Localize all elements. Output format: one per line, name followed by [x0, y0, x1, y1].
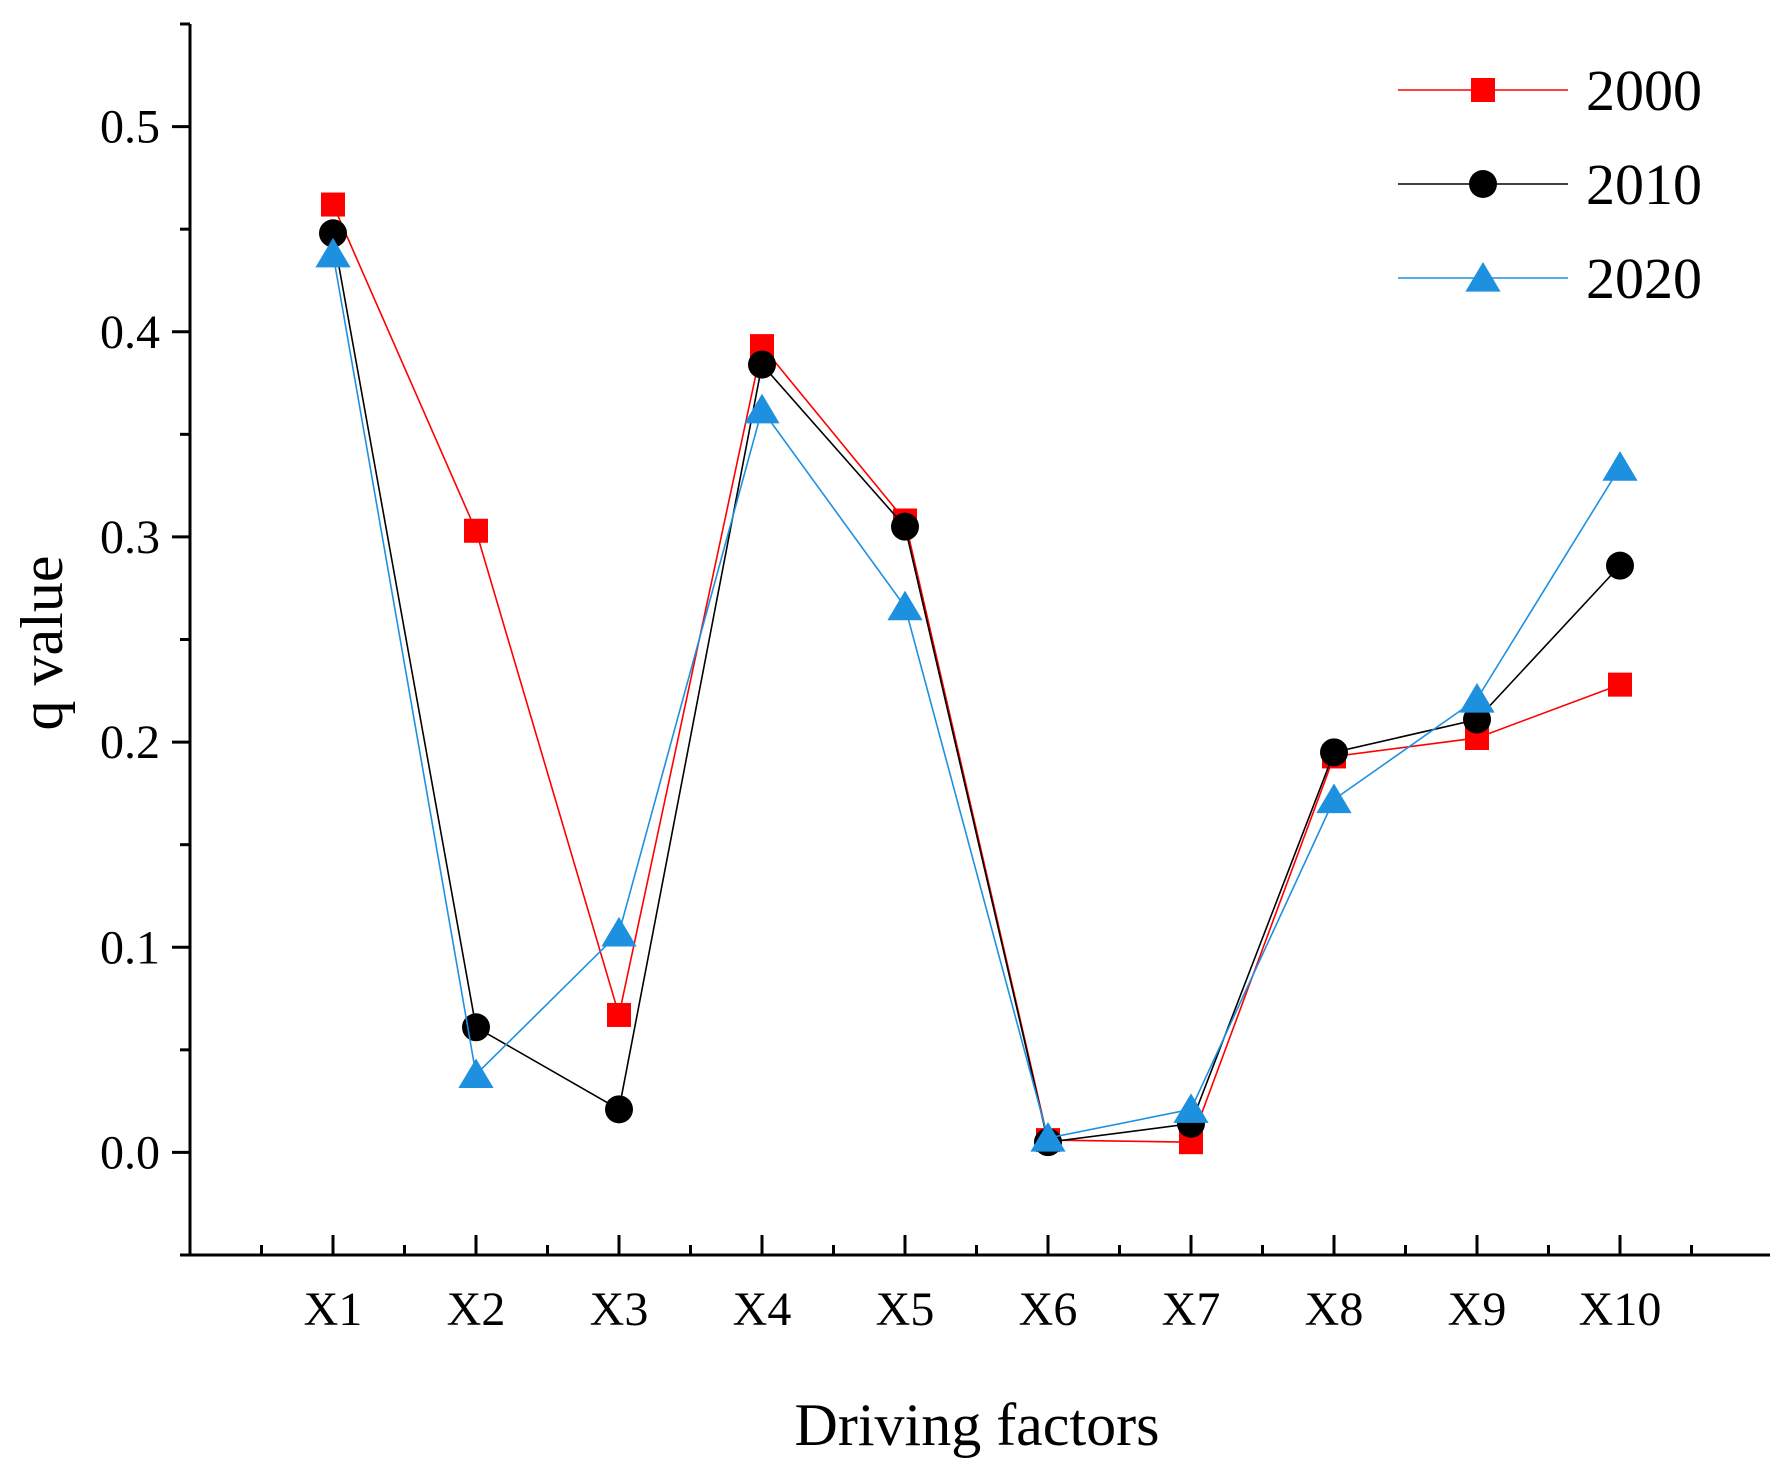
x-tick-label: X5	[876, 1283, 935, 1336]
point-circle	[1320, 738, 1348, 767]
y-tick-label: 0.3	[100, 511, 160, 564]
y-tick-label: 0.2	[100, 716, 160, 769]
point-triangle	[315, 237, 351, 268]
y-tick-label: 0.4	[100, 306, 160, 359]
point-triangle	[1459, 682, 1495, 713]
point-square	[607, 1002, 631, 1027]
point-triangle	[1173, 1093, 1209, 1123]
point-triangle	[1602, 451, 1638, 481]
series-2000	[321, 192, 1632, 1155]
x-tick-label: X1	[304, 1283, 363, 1336]
axes	[172, 22, 1770, 1257]
y-tick-label: 0.1	[100, 921, 160, 974]
x-tick-label: X7	[1162, 1283, 1221, 1336]
series-2020	[315, 237, 1638, 1152]
point-square	[1471, 78, 1495, 102]
point-circle	[319, 219, 347, 248]
series-line-2000	[332, 204, 1621, 1143]
legend-item-2020: 2020	[1398, 246, 1702, 311]
x-tick-label: X6	[1019, 1283, 1078, 1336]
point-triangle	[601, 916, 637, 947]
y-tick-label: 0.5	[100, 101, 160, 154]
point-triangle	[1030, 1122, 1066, 1152]
x-tick-labels: X1 X2 X3 X4 X5 X6 X7 X8 X9 X10	[304, 1283, 1662, 1336]
point-square	[1608, 672, 1632, 697]
legend-label: 2000	[1586, 58, 1702, 123]
legend-item-2010: 2010	[1398, 152, 1702, 217]
y-tick-labels: 0.0 0.1 0.2 0.3 0.4 0.5	[100, 101, 160, 1180]
legend-label: 2010	[1586, 152, 1702, 217]
x-tick-label: X3	[590, 1283, 649, 1336]
series-lines	[315, 192, 1638, 1157]
point-triangle	[1465, 262, 1501, 292]
point-circle	[605, 1095, 633, 1124]
point-triangle	[1316, 783, 1352, 814]
x-tick-label: X8	[1305, 1283, 1364, 1336]
point-square	[464, 518, 488, 543]
y-tick-label: 0.0	[100, 1126, 160, 1179]
legend: 2000 2010 2020	[1398, 58, 1702, 311]
point-circle	[891, 512, 919, 541]
point-triangle	[458, 1058, 494, 1089]
legend-label: 2020	[1586, 246, 1702, 311]
series-2010	[319, 219, 1634, 1157]
point-triangle	[887, 590, 923, 621]
series-line-2020	[332, 253, 1621, 1139]
series-line-2010	[332, 233, 1621, 1144]
x-tick-label: X9	[1448, 1283, 1507, 1336]
x-tick-label: X2	[447, 1283, 506, 1336]
x-axis-title: Driving factors	[795, 1392, 1160, 1458]
point-square	[321, 192, 345, 217]
point-circle	[1469, 170, 1497, 198]
x-tick-label: X10	[1579, 1283, 1662, 1336]
legend-item-2000: 2000	[1398, 58, 1702, 123]
point-circle	[1606, 551, 1634, 580]
point-circle	[748, 350, 776, 379]
x-tick-label: X4	[733, 1283, 792, 1336]
y-axis-title: q value	[9, 556, 75, 731]
point-triangle	[744, 393, 780, 424]
